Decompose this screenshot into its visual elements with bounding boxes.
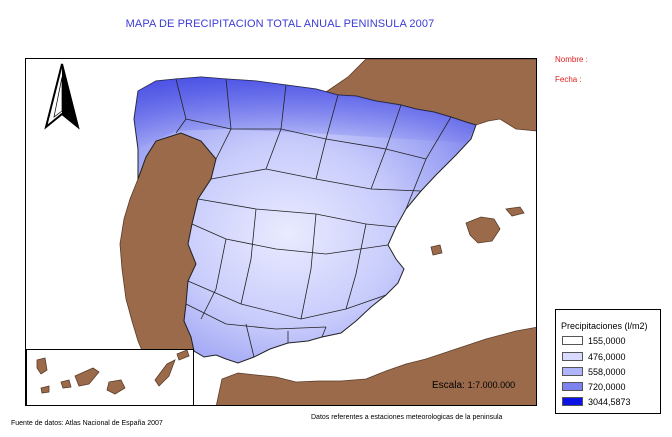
balearic-menorca — [505, 206, 525, 217]
legend-label: 558,0000 — [588, 367, 626, 377]
legend-swatch — [562, 367, 583, 376]
name-field-label: Nombre : — [555, 55, 588, 64]
legend-label: 155,0000 — [588, 336, 626, 346]
north-wet-band — [134, 77, 476, 149]
map-title: MAPA DE PRECIPITACION TOTAL ANUAL PENINS… — [125, 18, 435, 30]
legend-swatch — [562, 397, 583, 406]
island-el-hierro — [40, 385, 50, 394]
data-source: Fuente de datos: Atlas Nacional de Españ… — [11, 420, 163, 427]
peninsula-map — [44, 59, 536, 405]
legend-swatch — [562, 382, 583, 391]
balearic-mallorca — [465, 216, 501, 244]
scale-value: 1:7.000.000 — [467, 380, 516, 390]
date-field-label: Fecha : — [555, 75, 582, 84]
africa-landmass — [216, 326, 536, 405]
canary-islands-inset — [26, 349, 194, 405]
island-fuerteventura — [154, 359, 176, 387]
legend-swatch — [562, 336, 583, 345]
map-frame: Escala: 1:7.000.000 — [25, 58, 537, 406]
north-arrow-icon — [44, 63, 80, 130]
legend-label: 476,0000 — [588, 352, 626, 362]
spain-precipitation-area — [133, 76, 477, 364]
province-borders — [175, 78, 452, 358]
legend-title: Precipitaciones (l/m2) — [561, 321, 648, 331]
precipitation-legend: Precipitaciones (l/m2) 155,0000 476,0000… — [555, 309, 661, 414]
legend-label: 720,0000 — [588, 382, 626, 392]
island-la-palma — [36, 357, 48, 375]
legend-label: 3044,5873 — [588, 397, 631, 407]
legend-swatch — [562, 352, 583, 361]
island-lanzarote — [176, 350, 190, 361]
data-note: Datos referentes a estaciones meteorolog… — [311, 414, 503, 421]
map-scale: Escala: 1:7.000.000 — [432, 380, 515, 391]
island-gran-canaria — [106, 379, 126, 395]
balearic-ibiza — [430, 244, 443, 256]
scale-label: Escala: — [432, 380, 465, 391]
island-la-gomera — [60, 379, 72, 389]
island-tenerife — [74, 367, 100, 387]
canary-islands-map — [36, 350, 190, 395]
